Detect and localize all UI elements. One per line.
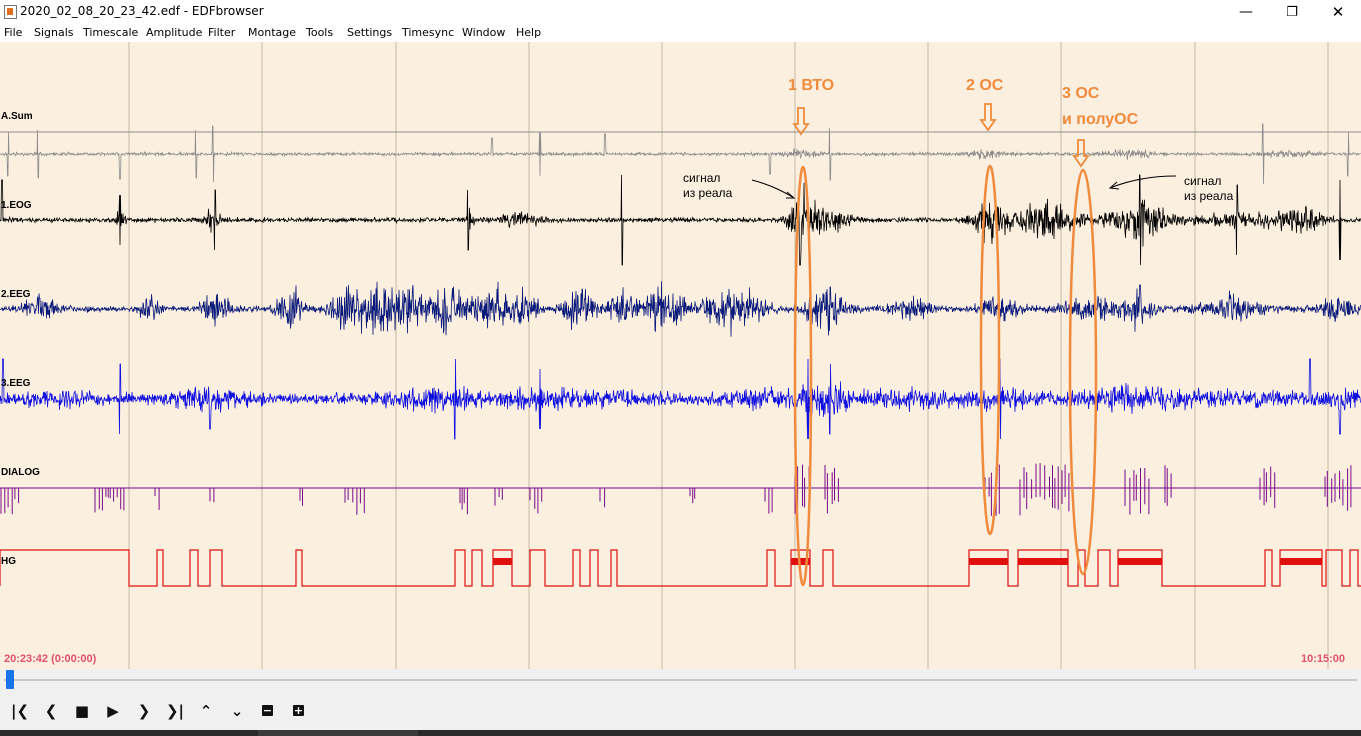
skip-to-start-icon: |❮: [10, 702, 30, 720]
navigation-toolbar: |❮ ❮ ■ ▶ ❯ ❯| ⌃ ⌄ − +: [0, 691, 1361, 730]
app-icon: [4, 5, 17, 19]
signal-label-hg[interactable]: HG: [1, 556, 16, 567]
trace-eog: [0, 174, 1361, 266]
stop-icon: ■: [74, 702, 90, 720]
taskbar-item: [258, 730, 418, 736]
hg-dense-block: [493, 558, 512, 565]
time-end-label: 10:15:00: [1301, 653, 1346, 665]
menu-tools[interactable]: Tools: [306, 26, 334, 39]
annotation-marker-2: 2 ОС: [966, 77, 1004, 94]
annotation-marker-3: 3 ОС: [1062, 85, 1100, 102]
trace-eeg3: [0, 358, 1361, 440]
scroll-down-button[interactable]: ⌄: [226, 700, 248, 722]
annotation-ellipse-2: [979, 164, 1001, 536]
annotation-arrow-1: [792, 107, 810, 136]
maximize-button[interactable]: ❐: [1269, 0, 1315, 24]
note-arrowhead-left: [786, 191, 796, 199]
menu-settings[interactable]: Settings: [347, 26, 393, 39]
trace-asum: [0, 123, 1361, 185]
note-left-line1: сигнал: [683, 171, 721, 185]
title-bar: 2020_02_08_20_23_42.edf - EDFbrowser — ❐…: [0, 0, 1361, 24]
menu-window[interactable]: Window: [462, 26, 506, 39]
menu-montage[interactable]: Montage: [248, 26, 296, 39]
time-start-label: 20:23:42 (0:00:00): [4, 653, 97, 665]
menu-file[interactable]: File: [4, 26, 23, 39]
taskbar-strip: [0, 730, 1361, 736]
minimize-button[interactable]: —: [1223, 0, 1269, 24]
signal-label-eeg2[interactable]: 2.EEG: [1, 289, 31, 300]
trace-eeg2: [0, 281, 1361, 337]
hg-dense-block: [1018, 558, 1068, 565]
skip-to-end-icon: ❯|: [165, 702, 185, 720]
menu-amplitude[interactable]: Amplitude: [146, 26, 203, 39]
hg-dense-block: [969, 558, 1008, 565]
scroll-down-icon: ⌄: [230, 702, 244, 720]
zoom-out-icon: −: [262, 704, 273, 717]
menu-filter[interactable]: Filter: [208, 26, 236, 39]
signal-plot-area[interactable]: A.Sum 1.EOG 2.EEG 3.EEG DIALOG HG 1 ВТО …: [0, 42, 1361, 669]
scroll-up-button[interactable]: ⌃: [195, 700, 217, 722]
scrollbar-track[interactable]: [4, 679, 1357, 681]
annotation-arrow-2: [979, 103, 997, 132]
minimize-icon: —: [1239, 4, 1253, 20]
skip-to-start-button[interactable]: |❮: [9, 700, 31, 722]
menu-timesync[interactable]: Timesync: [402, 26, 455, 39]
annotation-marker-1: 1 ВТО: [788, 77, 835, 94]
step-forward-button[interactable]: ❯: [133, 700, 155, 722]
signal-label-dialog[interactable]: DIALOG: [1, 467, 40, 478]
signal-traces: [0, 42, 1361, 669]
zoom-in-icon: +: [293, 704, 304, 717]
note-arrow-left: [751, 179, 795, 199]
close-button[interactable]: ✕: [1315, 0, 1361, 24]
annotation-ellipse-3: [1068, 168, 1098, 576]
zoom-out-button[interactable]: −: [262, 705, 273, 716]
scrollbar-handle[interactable]: [6, 670, 14, 689]
hg-dense-block: [1118, 558, 1162, 565]
time-scrollbar[interactable]: [0, 669, 1361, 691]
menu-timescale[interactable]: Timescale: [83, 26, 139, 39]
hg-dense-block: [1280, 558, 1322, 565]
menu-help[interactable]: Help: [516, 26, 542, 39]
step-back-icon: ❮: [44, 702, 58, 720]
annotation-note-right: сигнал из реала: [1184, 174, 1233, 204]
signal-label-asum[interactable]: A.Sum: [1, 111, 33, 122]
skip-to-end-button[interactable]: ❯|: [164, 700, 186, 722]
annotation-marker-3-sub: и полуОС: [1062, 111, 1139, 128]
annotation-ellipse-1: [793, 165, 813, 587]
menu-bar: File Signals Timescale Amplitude Filter …: [0, 24, 1361, 42]
window-title: 2020_02_08_20_23_42.edf - EDFbrowser: [20, 4, 264, 18]
signal-label-eeg3[interactable]: 3.EEG: [1, 378, 31, 389]
note-arrowhead-right: [1108, 181, 1120, 190]
step-back-button[interactable]: ❮: [40, 700, 62, 722]
menu-signals[interactable]: Signals: [34, 26, 74, 39]
scroll-up-icon: ⌃: [199, 702, 213, 720]
note-right-line1: сигнал: [1184, 174, 1222, 188]
note-arrow-right: [1109, 175, 1177, 189]
annotation-arrow-3: [1072, 139, 1090, 168]
note-left-line2: из реала: [683, 186, 733, 200]
play-button[interactable]: ▶: [102, 700, 124, 722]
signal-label-eog[interactable]: 1.EOG: [1, 200, 32, 211]
trace-dialog: [0, 463, 1352, 516]
note-right-line2: из реала: [1184, 189, 1234, 203]
stop-button[interactable]: ■: [71, 700, 93, 722]
play-icon: ▶: [107, 702, 119, 720]
annotation-note-left: сигнал из реала: [683, 171, 732, 201]
step-forward-icon: ❯: [137, 702, 151, 720]
restore-icon: ❐: [1286, 4, 1298, 20]
trace-hg: [0, 549, 1361, 587]
zoom-in-button[interactable]: +: [293, 705, 304, 716]
close-icon: ✕: [1331, 3, 1345, 21]
